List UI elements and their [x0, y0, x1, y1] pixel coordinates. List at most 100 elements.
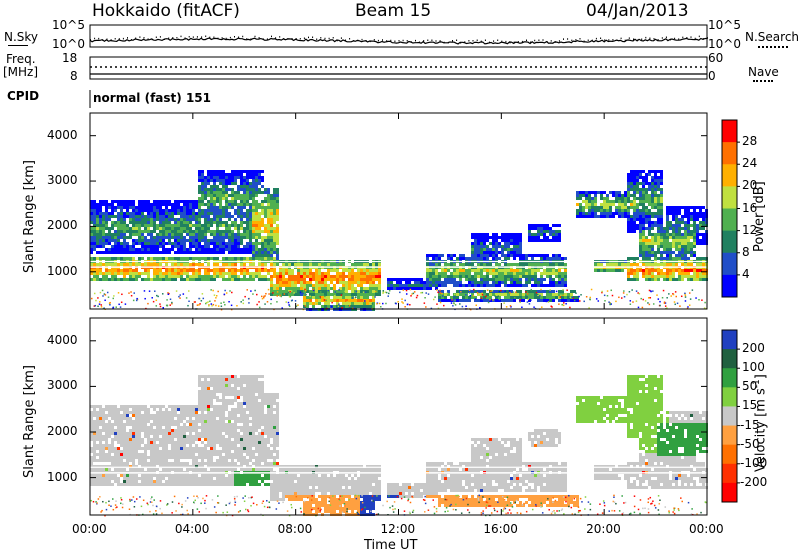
power-speckle — [689, 298, 692, 300]
power-cell — [210, 170, 213, 173]
power-cell — [129, 236, 132, 239]
power-cell — [324, 293, 327, 296]
velocity-cell — [90, 435, 93, 438]
power-cell — [654, 197, 657, 200]
power-cell — [267, 209, 270, 212]
power-speckle — [579, 300, 581, 302]
power-cell — [660, 236, 663, 239]
power-cell — [186, 239, 189, 242]
power-cell — [120, 203, 123, 206]
velocity-cell — [150, 483, 153, 486]
power-cell — [513, 281, 516, 284]
power-cell — [630, 176, 633, 179]
power-cell — [372, 302, 375, 305]
power-cell — [102, 278, 105, 281]
power-cell — [342, 272, 345, 275]
velocity-cell — [105, 441, 108, 444]
power-cell — [660, 194, 663, 197]
velocity-cell — [126, 408, 129, 411]
power-speckle — [201, 293, 204, 295]
power-cell — [276, 287, 279, 290]
power-cell — [93, 272, 96, 275]
power-cell — [504, 254, 507, 257]
power-cell — [273, 218, 276, 221]
velocity-cell — [165, 462, 168, 465]
power-cell — [93, 221, 96, 224]
power-cell — [180, 269, 183, 272]
power-cell — [300, 275, 303, 278]
power-cell — [159, 236, 162, 239]
power-cell — [525, 263, 528, 266]
power-cell — [633, 215, 636, 218]
power-cell — [321, 290, 324, 293]
power-cell — [186, 248, 189, 251]
power-cell — [102, 239, 105, 242]
power-cell — [633, 188, 636, 191]
power-cell — [633, 176, 636, 179]
power-cell — [489, 251, 492, 254]
power-cell — [213, 194, 216, 197]
power-cell — [339, 272, 342, 275]
power-cell — [480, 245, 483, 248]
power-cell — [258, 251, 261, 254]
power-cell — [261, 230, 264, 233]
power-cell — [354, 275, 357, 278]
power-cell — [258, 188, 261, 191]
power-cell — [660, 179, 663, 182]
power-speckle — [215, 304, 217, 307]
power-cell — [525, 269, 528, 272]
power-cell — [246, 200, 249, 203]
power-cell — [177, 257, 180, 260]
power-cell — [531, 296, 534, 299]
power-cell — [660, 206, 663, 209]
velocity-cell — [90, 438, 93, 441]
power-cell — [378, 272, 381, 275]
velocity-cell — [90, 432, 93, 435]
power-speckle — [606, 294, 609, 297]
power-cell — [534, 278, 537, 281]
power-cell — [201, 245, 204, 248]
power-cell — [429, 287, 432, 290]
power-cell — [225, 242, 228, 245]
power-cell — [189, 209, 192, 212]
power-speckle — [117, 292, 120, 294]
power-cell — [189, 275, 192, 278]
power-cell — [450, 275, 453, 278]
power-cell — [120, 200, 123, 203]
power-cell — [183, 278, 186, 281]
power-cell — [588, 215, 591, 218]
velocity-cell — [159, 417, 162, 420]
power-cell — [297, 263, 300, 266]
power-cell — [534, 275, 537, 278]
power-cell — [264, 224, 267, 227]
power-cell — [684, 245, 687, 248]
power-cell — [375, 275, 378, 278]
power-cell — [663, 236, 666, 239]
power-cell — [348, 293, 351, 296]
power-cell — [495, 263, 498, 266]
power-cell — [462, 263, 465, 266]
power-cell — [666, 227, 669, 230]
power-cell — [162, 278, 165, 281]
power-cell — [195, 230, 198, 233]
power-cell — [471, 275, 474, 278]
velocity-cell — [144, 414, 147, 417]
power-cell — [504, 269, 507, 272]
power-cell — [261, 269, 264, 272]
velocity-cell — [90, 447, 93, 450]
power-cell — [525, 296, 528, 299]
power-cell — [258, 269, 261, 272]
power-speckle — [644, 300, 647, 302]
power-cell — [252, 272, 255, 275]
power-speckle — [397, 301, 399, 303]
power-speckle — [585, 295, 588, 298]
power-cell — [225, 236, 228, 239]
power-cell — [603, 209, 606, 212]
velocity-cell — [123, 426, 126, 429]
power-cell — [636, 191, 639, 194]
power-cell — [270, 233, 273, 236]
power-cell — [696, 263, 699, 266]
power-cell — [114, 278, 117, 281]
power-cell — [678, 248, 681, 251]
power-cell — [150, 218, 153, 221]
